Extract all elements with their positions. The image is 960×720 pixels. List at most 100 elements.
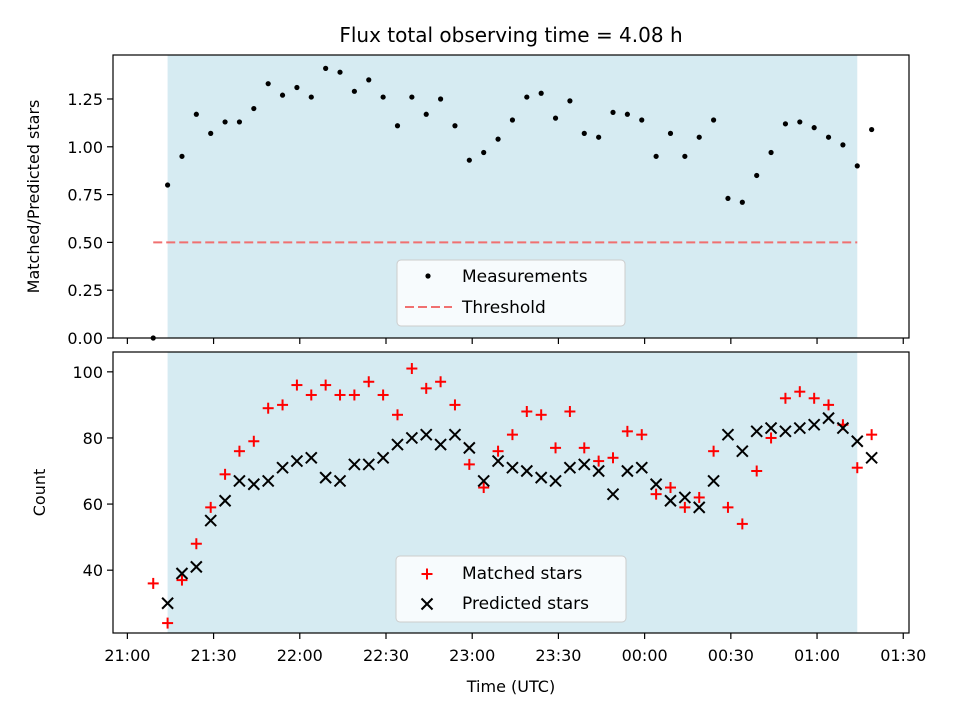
measurement-point [179, 153, 185, 159]
predicted-star-point [290, 454, 304, 468]
matched-star-point [348, 389, 360, 401]
x-tick-label: 21:00 [104, 646, 150, 665]
bottom-y-tick-label: 100 [72, 363, 103, 382]
matched-star-point [435, 376, 447, 388]
matched-star-point [851, 462, 863, 474]
chart-title: Flux total observing time = 4.08 h [339, 23, 682, 47]
matched-star-point [291, 379, 303, 391]
matched-star-point [478, 482, 490, 494]
top-y-tick-label: 1.00 [67, 138, 103, 157]
bottom-y-tick-label: 40 [83, 561, 103, 580]
bottom-legend: Matched stars Predicted stars [395, 555, 627, 623]
matched-star-point [219, 468, 231, 480]
matched-star-point [636, 429, 648, 441]
measurement-point [265, 81, 271, 87]
measurement-point [840, 142, 846, 148]
predicted-star-point [247, 478, 261, 491]
predicted-star-point [578, 458, 591, 471]
measurement-point [754, 172, 760, 179]
top-legend: Measurements Threshold [396, 259, 626, 327]
top-y-tick-label: 0.25 [67, 281, 103, 300]
top-y-tick-label: 1.25 [67, 90, 103, 109]
top-plot-frame [112, 54, 910, 339]
matched-star-point [535, 409, 547, 421]
predicted-star-point [161, 597, 174, 610]
predicted-star-point [218, 494, 232, 507]
measurement-point [581, 130, 587, 136]
measurement-point [639, 117, 645, 123]
matched-star-point [621, 425, 633, 437]
matched-star-point [779, 392, 791, 404]
legend-threshold-label: Threshold [461, 298, 546, 318]
legend-plus [421, 568, 433, 580]
x-tick-label: 23:30 [535, 646, 581, 665]
predicted-star-point [707, 474, 720, 488]
bottom-y-tick-label: 80 [83, 429, 103, 448]
bottom-panel: 40 60 80 100 21:00 21:30 22:00 22:30 23:00 23:30 0… [30, 351, 926, 696]
legend-measurements-marker [425, 273, 431, 279]
predicted-star-point [822, 411, 835, 425]
x-tick-label: 01:30 [880, 646, 926, 665]
predicted-star-point [405, 431, 419, 445]
measurement-point [682, 153, 688, 159]
predicted-star-point [491, 454, 505, 468]
predicted-star-point [362, 458, 375, 471]
x-axis-label: Time (UTC) [466, 677, 555, 696]
predicted-star-point [520, 464, 534, 478]
x-tick-label: 21:30 [191, 646, 237, 665]
measurement-point [394, 123, 401, 129]
measurement-point [279, 92, 286, 98]
measurement-point [653, 153, 659, 159]
top-y-tick-label: 0.75 [67, 186, 103, 205]
measurement-point [624, 111, 630, 117]
matched-star-point [147, 577, 159, 589]
x-tick-label: 23:00 [449, 646, 495, 665]
predicted-star-point [463, 441, 476, 455]
matched-star-point [277, 399, 289, 411]
predicted-star-point [420, 428, 433, 441]
matched-star-point [233, 445, 245, 457]
bottom-plot-frame [112, 351, 910, 634]
matched-star-point [693, 491, 705, 503]
matched-star-point [391, 409, 403, 421]
predicted-star-point [261, 474, 275, 488]
bottom-y-axis-label: Count [30, 469, 49, 517]
matched-star-point [320, 379, 332, 391]
matched-star-point [550, 442, 562, 454]
top-y-tick-label: 0.00 [67, 329, 103, 348]
measurement-point [308, 94, 314, 100]
predicted-star-point [549, 474, 562, 488]
predicted-star-point [534, 471, 548, 484]
measurement-point [208, 130, 214, 136]
predicted-star-point [635, 461, 648, 474]
matched-star-point [492, 445, 504, 457]
measurement-point [380, 94, 386, 100]
measurement-point [509, 117, 516, 123]
predicted-star-point [606, 487, 620, 501]
measurement-point [739, 199, 745, 205]
predicted-star-point [448, 428, 462, 441]
matched-star-point [506, 429, 518, 441]
predicted-star-point [678, 491, 692, 504]
predicted-star-point [276, 461, 289, 474]
measurement-point [610, 109, 616, 115]
matched-star-point [593, 455, 605, 467]
measurement-point [495, 136, 501, 142]
predicted-star-point [621, 464, 634, 478]
measurement-point [538, 90, 544, 96]
predicted-star-point [305, 451, 318, 464]
matched-star-point [708, 445, 720, 457]
predicted-star-point [190, 560, 203, 574]
matched-star-point [305, 389, 317, 401]
predicted-star-point [807, 418, 821, 431]
measurement-point [164, 182, 171, 188]
measurement-point [437, 96, 444, 102]
predicted-star-point [764, 421, 778, 435]
matched-star-point [262, 402, 274, 414]
predicted-star-point [204, 514, 217, 527]
matched-star-point [765, 432, 777, 444]
predicted-star-point [851, 435, 864, 448]
matched-star-point [794, 386, 806, 398]
matched-star-point [406, 363, 418, 375]
